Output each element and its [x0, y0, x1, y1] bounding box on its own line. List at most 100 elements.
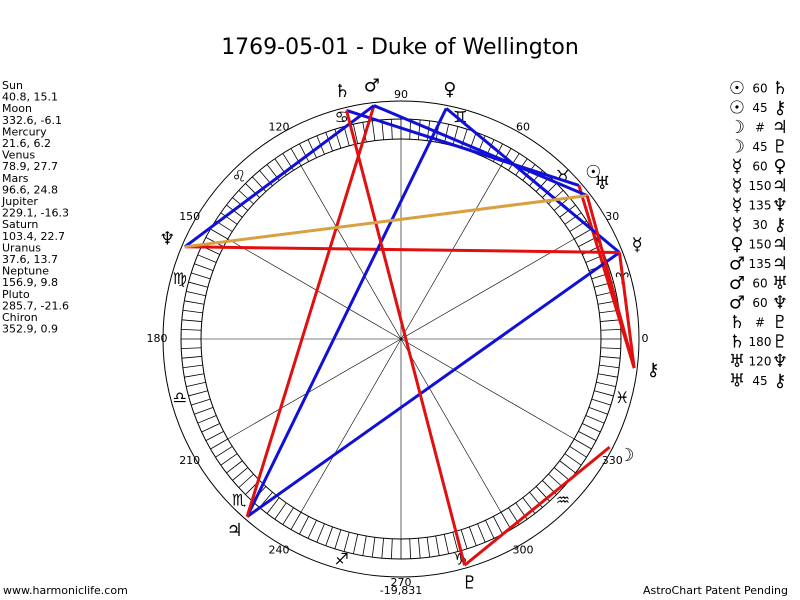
ring-tick — [197, 254, 217, 263]
sign-glyph: ♏ — [232, 490, 246, 509]
ring-tick — [391, 119, 393, 140]
planet-glyph: ⚷ — [646, 359, 659, 380]
ring-tick — [232, 467, 249, 481]
ring-tick — [290, 512, 302, 530]
ring-tick — [578, 430, 597, 441]
ring-tick — [352, 534, 359, 554]
ring-tick — [371, 120, 376, 141]
sign-glyph: ♒ — [556, 490, 570, 509]
ring-tick — [469, 526, 477, 546]
ring-tick — [574, 228, 592, 240]
spoke — [227, 238, 402, 340]
planet-position: 37.6, 13.7 — [2, 253, 58, 266]
chart-title: 1769-05-01 - Duke of Wellington — [221, 35, 579, 60]
aspect-to: ♇ — [772, 137, 788, 158]
ring-tick — [186, 290, 206, 297]
planet-position: 103.4, 22.7 — [2, 230, 65, 243]
aspect-type: 60 — [752, 82, 767, 96]
ring-tick — [245, 183, 260, 198]
ring-tick — [220, 212, 238, 225]
ring-tick — [188, 281, 208, 288]
aspect-to: ♅ — [772, 273, 788, 294]
aspect-from: ☽ — [729, 137, 745, 158]
degree-label: 30 — [605, 210, 619, 223]
planet-glyph: ♀ — [443, 79, 456, 100]
ring-tick — [600, 329, 621, 331]
ring-tick — [599, 364, 620, 369]
degree-label: 120 — [269, 121, 290, 134]
aspect-from: ♀ — [730, 234, 743, 255]
planet-glyph: ♂ — [364, 76, 380, 97]
spoke — [400, 238, 575, 340]
ring-tick — [418, 538, 421, 559]
aspect-line — [346, 108, 580, 187]
degree-label: 0 — [642, 332, 649, 345]
sign-glyph: ♎ — [173, 388, 187, 407]
planet-glyph: ♇ — [462, 573, 478, 594]
degree-label: 180 — [147, 332, 168, 345]
spoke — [300, 338, 402, 513]
aspect-type: 45 — [752, 374, 767, 388]
ring-tick — [191, 398, 211, 406]
degree-label: 240 — [269, 543, 290, 556]
ring-tick — [391, 538, 393, 559]
ring-tick — [585, 415, 605, 424]
aspect-from: ☿ — [731, 215, 742, 236]
sign-glyph: ♋ — [335, 107, 349, 126]
ring-tick — [325, 526, 333, 546]
sign-glyph: ♌ — [232, 167, 246, 186]
aspect-line — [585, 195, 636, 369]
degree-label: 270 — [391, 576, 412, 589]
ring-tick — [197, 415, 217, 424]
planet-name: Jupiter — [1, 195, 38, 208]
planet-name: Mercury — [2, 125, 47, 138]
ring-tick — [492, 516, 503, 535]
aspect-line — [245, 107, 448, 518]
ring-tick — [596, 381, 616, 388]
degree-label: 60 — [516, 121, 530, 134]
aspect-to: ♃ — [772, 117, 788, 138]
ring-tick — [307, 139, 317, 158]
ring-tick — [181, 329, 202, 331]
ring-tick — [201, 423, 220, 433]
planet-position: 352.9, 0.9 — [2, 323, 58, 336]
patent-notice: AstroChart Patent Pending — [643, 584, 788, 597]
aspect-to: ⚷ — [773, 371, 786, 392]
ring-tick — [443, 534, 450, 554]
aspect-line — [183, 104, 375, 249]
footer-number: -19,831 — [380, 584, 422, 597]
aspect-to: ♄ — [772, 78, 788, 99]
degree-label: 90 — [394, 88, 408, 101]
aspect-from: ☽ — [729, 117, 745, 138]
aspect-type: # — [755, 121, 765, 135]
ring-tick — [564, 453, 582, 466]
aspect-to: ♃ — [772, 176, 788, 197]
ring-tick — [597, 373, 618, 378]
aspect-type: 60 — [752, 160, 767, 174]
ring-tick — [182, 364, 203, 369]
aspect-type: 30 — [752, 218, 767, 232]
planet-name: Uranus — [2, 241, 41, 254]
ring-tick — [559, 460, 576, 474]
ring-tick — [443, 124, 450, 144]
aspect-type: 45 — [752, 101, 767, 115]
ring-tick — [184, 373, 205, 378]
ring-tick — [582, 423, 601, 433]
aspect-to: ⚷ — [773, 98, 786, 119]
sign-glyph: ♍ — [173, 269, 187, 288]
planet-position: 285.7, -21.6 — [2, 299, 69, 312]
ring-tick — [435, 535, 440, 556]
ring-tick — [553, 467, 570, 481]
aspect-type: 60 — [752, 296, 767, 310]
ring-tick — [426, 537, 431, 558]
planet-position: 40.8, 15.1 — [2, 91, 58, 104]
aspect-to: ♃ — [772, 254, 788, 275]
aspect-from: ☿ — [731, 176, 742, 197]
aspect-to: ♇ — [772, 332, 788, 353]
ring-tick — [210, 438, 228, 450]
ring-tick — [485, 520, 495, 539]
planet-position: 156.9, 9.8 — [2, 276, 58, 289]
